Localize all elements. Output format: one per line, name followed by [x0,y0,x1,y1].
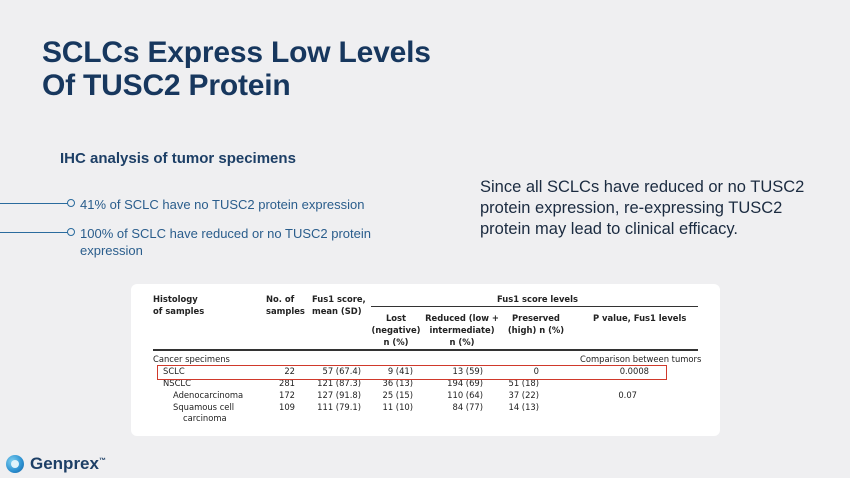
table-cell-score: 57 (67.4) [322,366,361,376]
table-cell-n: 22 [284,366,295,376]
genprex-logo-icon [6,455,24,473]
table-cell-reduced: 194 (69) [447,378,483,388]
table-cell-lost: 25 (15) [382,390,413,400]
table-cell-n: 109 [279,402,295,412]
header-lost: Lost [385,313,407,323]
header-lost-2: (negative) [371,325,421,335]
bullet-text: 100% of SCLC have reduced or no TUSC2 pr… [80,226,371,258]
table-cell-reduced: 13 (59) [452,366,483,376]
header-fus1-score: Fus1 score, [312,294,366,304]
header-rule [371,306,698,307]
header-fus1-score-2: mean (SD) [312,306,362,316]
header-reduced-2: intermediate) [429,325,495,335]
bullet-connector-line [0,232,68,233]
slide-title-line-1: SCLCs Express Low Levels [42,36,431,69]
bullet-text: 41% of SCLC have no TUSC2 protein expres… [80,197,365,212]
header-histology-2: of samples [153,306,205,316]
bullet-circle-icon [67,199,75,207]
table-cell-name: NSCLC [163,378,191,388]
bullet-connector-line [0,203,68,204]
table-cell-name: Squamous cell [173,402,235,412]
table-cell-reduced: 84 (77) [452,402,483,412]
table-cell-name: Adenocarcinoma [173,390,244,400]
table-cell-score: 121 (87.3) [317,378,361,388]
table-cell-n: 281 [279,378,295,388]
table-cell-reduced: 110 (64) [447,390,483,400]
section-label: Cancer specimens [153,354,230,364]
table-cell-p: 0.07 [618,390,637,400]
table-cell-lost: 36 (13) [382,378,413,388]
section-note: Comparison between tumors [580,354,702,364]
table-cell-lost: 11 (10) [382,402,413,412]
header-reduced: Reduced (low + [425,313,499,323]
table-cell-n: 172 [279,390,295,400]
header-no-of: No. of [266,294,295,304]
header-bottom-rule [153,349,698,351]
header-p-value: P value, Fus1 levels [593,313,687,323]
fus1-table: Histology of samples No. of samples Fus1… [131,284,720,436]
header-no-of-2: samples [266,306,305,316]
slide-title-line-2: Of TUSC2 Protein [42,69,291,102]
side-text: Since all SCLCs have reduced or no TUSC2… [480,178,805,238]
header-reduced-3: n (%) [449,337,475,347]
slide-title: SCLCs Express Low Levels Of TUSC2 Protei… [42,36,431,102]
table-card: Histology of samples No. of samples Fus1… [131,284,720,436]
sclc-highlight-box [157,365,667,380]
table-cell-preserved: 37 (22) [508,390,539,400]
table-cell-name: SCLC [163,366,185,376]
table-cell-preserved: 0 [533,366,539,376]
table-cell-name-2: carcinoma [183,413,227,423]
table-cell-p: 0.0008 [619,366,649,376]
logo-brand: Genprex™ [30,454,106,474]
header-preserved-2: (high) n (%) [507,325,565,335]
subheading: IHC analysis of tumor specimens [60,150,296,167]
header-fus1-levels: Fus1 score levels [497,294,578,304]
bullet-circle-icon [67,228,75,236]
header-preserved: Preserved [512,313,560,323]
logo-brand-text: Genprex [30,454,99,473]
table-cell-score: 111 (79.1) [317,402,361,412]
table-cell-preserved: 51 (18) [508,378,539,388]
table-cell-lost: 9 (41) [387,366,413,376]
header-lost-3: n (%) [383,337,409,347]
table-cell-score: 127 (91.8) [317,390,361,400]
header-histology: Histology [153,294,198,304]
table-cell-preserved: 14 (13) [508,402,539,412]
logo-trademark: ™ [98,457,106,465]
